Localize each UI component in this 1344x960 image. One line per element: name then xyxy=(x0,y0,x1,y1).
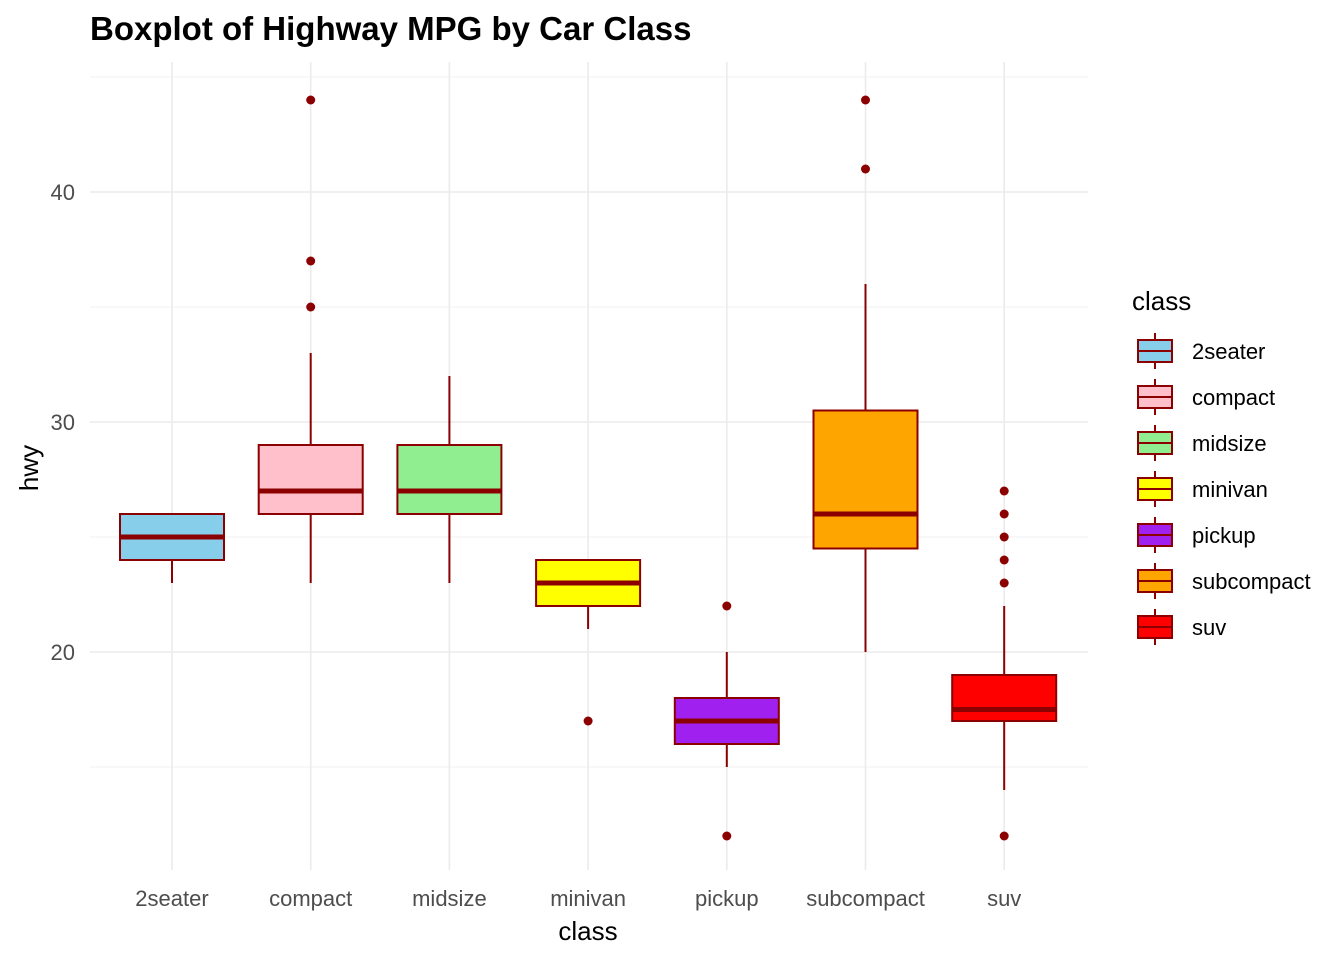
x-tick-label: compact xyxy=(269,886,352,911)
y-tick-label: 30 xyxy=(51,410,75,435)
box-minivan xyxy=(535,559,642,726)
legend-item-suv: suv xyxy=(1137,609,1226,645)
x-tick-label: subcompact xyxy=(806,886,925,911)
legend-item-minivan: minivan xyxy=(1137,471,1268,507)
legend-item-2seater: 2seater xyxy=(1137,333,1265,369)
outlier-point xyxy=(722,831,732,841)
boxes-layer xyxy=(119,95,1058,841)
x-tick-label: minivan xyxy=(550,886,626,911)
y-tick-label: 40 xyxy=(51,180,75,205)
legend: class 2seater compact midsize minivan pickup… xyxy=(1132,286,1311,645)
x-tick-label: pickup xyxy=(695,886,759,911)
legend-label: pickup xyxy=(1192,523,1256,548)
x-tick-label: midsize xyxy=(412,886,487,911)
box-2seater xyxy=(119,513,225,583)
outlier-point xyxy=(861,95,870,105)
chart-title: Boxplot of Highway MPG by Car Class xyxy=(90,10,691,47)
legend-label: subcompact xyxy=(1192,569,1311,594)
box-rect xyxy=(812,409,919,550)
outlier-point xyxy=(583,716,593,726)
x-tick-label: 2seater xyxy=(135,886,208,911)
box-pickup xyxy=(673,601,780,841)
outlier-point xyxy=(999,578,1009,588)
outlier-point xyxy=(306,95,316,105)
legend-label: compact xyxy=(1192,385,1275,410)
legend-label: 2seater xyxy=(1192,339,1265,364)
legend-label: midsize xyxy=(1192,431,1267,456)
y-axis-ticks: 20 30 40 xyxy=(51,180,75,665)
grid xyxy=(90,62,1088,870)
legend-title: class xyxy=(1132,286,1191,316)
outlier-point xyxy=(999,509,1009,519)
legend-item-compact: compact xyxy=(1137,379,1275,415)
box-rect xyxy=(951,674,1058,722)
outlier-point xyxy=(999,555,1009,565)
x-tick-label: suv xyxy=(987,886,1021,911)
legend-label: suv xyxy=(1192,615,1226,640)
y-axis-label: hwy xyxy=(14,445,44,491)
box-subcompact xyxy=(812,95,919,652)
outlier-point xyxy=(306,256,316,266)
outlier-point xyxy=(999,831,1009,841)
box-suv xyxy=(951,486,1058,841)
outlier-point xyxy=(999,486,1009,496)
outlier-point xyxy=(306,302,316,312)
legend-item-pickup: pickup xyxy=(1137,517,1256,553)
x-axis-label: class xyxy=(558,916,617,946)
x-axis-ticks: 2seater compact midsize minivan pickup subcom… xyxy=(135,886,1021,911)
box-midsize xyxy=(396,376,503,583)
box-compact xyxy=(257,95,364,583)
outlier-point xyxy=(861,164,870,174)
legend-item-subcompact: subcompact xyxy=(1137,563,1311,599)
box-rect xyxy=(257,444,364,515)
legend-item-midsize: midsize xyxy=(1137,425,1267,461)
legend-label: minivan xyxy=(1192,477,1268,502)
y-tick-label: 20 xyxy=(51,640,75,665)
outlier-point xyxy=(722,601,732,611)
outlier-point xyxy=(999,532,1009,542)
box-rect xyxy=(396,444,503,515)
